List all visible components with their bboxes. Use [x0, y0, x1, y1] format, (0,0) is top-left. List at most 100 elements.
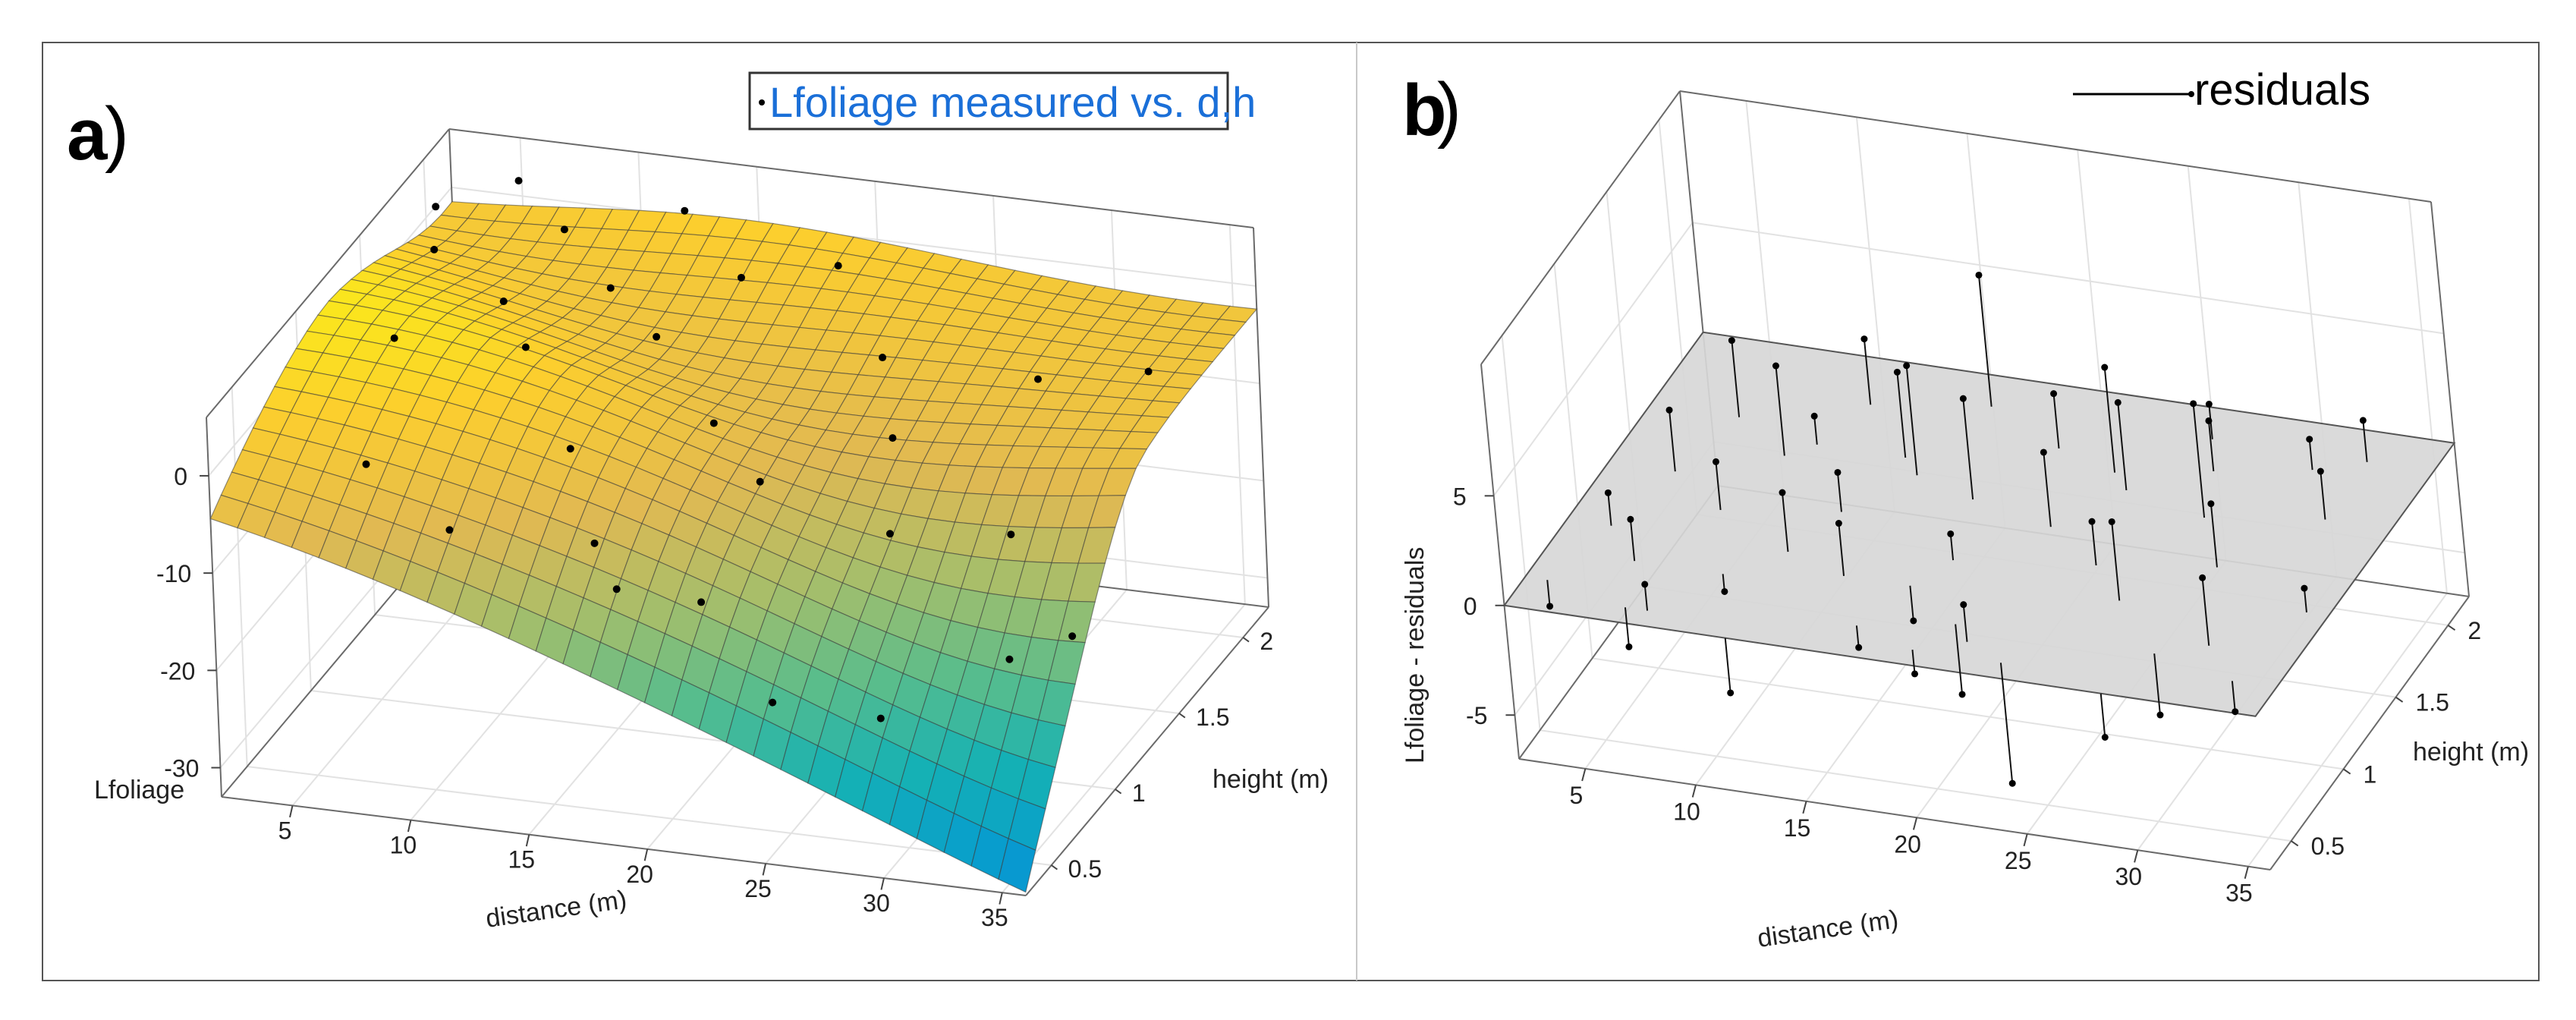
- x-tick-label: 30: [2115, 863, 2142, 890]
- residual-stem: [1643, 584, 1649, 611]
- residual-stem: [1813, 416, 1818, 445]
- measured-point: [432, 203, 440, 211]
- residual-stem: [1905, 365, 1918, 476]
- residual-point: [2190, 400, 2197, 408]
- panel-a-legend[interactable]: Lfoliage measured vs. d,h: [748, 71, 1256, 131]
- measured-point: [362, 460, 370, 468]
- x-tick-label: 35: [2225, 880, 2253, 907]
- axis-box-edge: [221, 796, 1027, 896]
- x-tick-mark: [643, 848, 649, 861]
- residual-point: [2199, 574, 2206, 581]
- measured-point: [709, 419, 718, 427]
- panel-b-zlabel: Lfoliage - residuals: [1401, 547, 1430, 763]
- residual-point: [1960, 601, 1967, 609]
- z-tick-label: 5: [1453, 483, 1467, 510]
- residual-point: [2317, 468, 2324, 475]
- panel-b-paren: ): [1437, 68, 1461, 150]
- axis-box-edge: [1253, 227, 1269, 608]
- residual-point: [1835, 520, 1842, 527]
- measured-point: [889, 434, 897, 442]
- residual-point: [1772, 362, 1779, 370]
- zero-plane: [1502, 331, 2456, 717]
- measured-point: [499, 298, 508, 306]
- measured-point: [697, 598, 706, 606]
- residual-stem: [2308, 439, 2313, 471]
- measured-point: [1005, 655, 1014, 663]
- residual-point: [1893, 368, 1901, 376]
- residual-stem: [2111, 521, 2121, 601]
- residual-point: [1779, 489, 1786, 496]
- measured-point: [430, 245, 439, 253]
- legend-marker-dot: [2188, 91, 2194, 97]
- x-tick-mark: [289, 805, 294, 818]
- y-tick-label: 0.5: [1068, 855, 1102, 883]
- residual-stem: [1624, 607, 1630, 647]
- measured-point: [560, 225, 568, 234]
- residual-point: [1810, 412, 1818, 420]
- panel-a-measured-points: [362, 177, 1153, 722]
- axis-box-edge: [1025, 606, 1269, 896]
- x-tick-mark: [880, 877, 885, 890]
- residual-stem: [1962, 604, 1968, 642]
- residual-stem: [1669, 410, 1676, 472]
- floor-grid-y: [247, 766, 1052, 866]
- residual-stem: [1838, 523, 1845, 576]
- z-tick-label: 0: [174, 463, 187, 490]
- y-tick-label: 1: [2364, 760, 2377, 788]
- panel-b-residual-stems: [1546, 271, 2368, 787]
- residual-point: [1860, 335, 1868, 343]
- measured-point: [390, 334, 398, 342]
- x-tick-mark: [525, 834, 530, 847]
- measured-point: [612, 585, 621, 593]
- measured-point: [756, 477, 764, 486]
- y-tick-label: 1: [1132, 779, 1146, 807]
- panel-a-label: a: [67, 94, 108, 175]
- residual-stem: [2201, 578, 2210, 646]
- measured-point: [606, 284, 615, 292]
- residual-stem: [1949, 534, 1955, 561]
- y-tick-mark: [2395, 696, 2404, 703]
- x-tick-mark: [1802, 801, 1807, 814]
- x-tick-label: 20: [1894, 830, 1921, 858]
- panel-b-legend[interactable]: residuals: [2073, 65, 2370, 115]
- floor-grid-y: [1540, 729, 2291, 842]
- residual-point: [1712, 458, 1719, 465]
- residual-stem: [1607, 493, 1612, 526]
- residual-point: [2156, 711, 2164, 719]
- axis-box-edge: [448, 128, 1254, 228]
- residual-stem: [1909, 585, 1914, 622]
- x-tick-mark: [762, 863, 767, 876]
- y-tick-label: 1.5: [1196, 704, 1229, 731]
- residual-stem: [2153, 653, 2161, 716]
- residual-stem: [2303, 587, 2307, 612]
- x-tick-mark: [2023, 833, 2028, 847]
- residual-point: [2232, 708, 2239, 716]
- z-tick-label: -5: [1466, 702, 1487, 729]
- residual-stem: [2207, 420, 2215, 472]
- residual-point: [1903, 362, 1911, 370]
- residual-stem: [1955, 624, 1964, 695]
- axis-box-edge: [1518, 758, 2271, 870]
- y-tick-mark: [1115, 789, 1122, 795]
- residual-point: [1641, 581, 1649, 588]
- residual-point: [2114, 398, 2122, 406]
- x-tick-mark: [407, 820, 412, 833]
- measured-point: [769, 698, 777, 707]
- residual-point: [2008, 779, 2016, 787]
- residual-stem: [2210, 503, 2218, 568]
- residual-stem: [1999, 663, 2014, 784]
- residual-point: [1911, 670, 1919, 678]
- residual-stem: [1775, 365, 1785, 456]
- residual-point: [2205, 401, 2213, 408]
- x-tick-label: 5: [1569, 782, 1583, 809]
- x-tick-mark: [1691, 785, 1697, 798]
- legend-box: [748, 71, 1229, 131]
- residual-stem: [2362, 420, 2368, 462]
- residual-stem: [1731, 340, 1741, 417]
- y-tick-label: 0.5: [2311, 833, 2345, 860]
- residual-point: [2050, 390, 2058, 398]
- residual-stem: [2231, 681, 2236, 712]
- floor-grid-y: [1592, 657, 2344, 770]
